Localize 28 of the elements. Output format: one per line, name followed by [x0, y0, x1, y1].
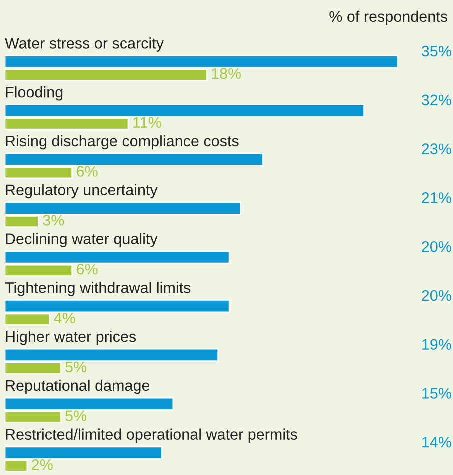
data-label: 11% — [134, 117, 162, 128]
data-label: 18% — [212, 68, 242, 80]
y-tick-label: Water stress or scarcity — [5, 38, 164, 52]
y-tick-label: Higher water prices — [6, 330, 136, 346]
data-label: 3% — [43, 215, 64, 226]
data-label: 21% — [422, 192, 452, 204]
data-label: 23% — [422, 144, 452, 154]
data-label: 20% — [422, 241, 452, 252]
data-label: 20% — [422, 290, 452, 302]
y-tick-label: Tightening withdrawal limits — [5, 282, 191, 296]
data-label: 19% — [422, 339, 452, 350]
y-tick-label: Regulatory uncertainty — [6, 184, 158, 199]
x-axis-title: % of respondents — [330, 10, 448, 26]
data-label: 14% — [422, 437, 452, 448]
data-label: 5% — [66, 410, 87, 422]
y-tick-label: Declining water quality — [6, 233, 158, 248]
data-label: 4% — [54, 312, 76, 324]
y-tick-label: Flooding — [6, 86, 63, 101]
data-label: 35% — [422, 46, 452, 57]
data-label: 32% — [422, 94, 452, 106]
data-label: 2% — [32, 459, 53, 470]
data-label: 6% — [77, 264, 98, 275]
data-label: 5% — [66, 362, 87, 373]
y-tick-label: Restricted/limited operational water permits — [6, 428, 298, 444]
y-tick-label: Rising discharge compliance costs — [6, 135, 239, 150]
data-label: 6% — [77, 166, 98, 177]
data-label: 15% — [422, 388, 452, 399]
y-tick-label: Reputational damage — [6, 380, 150, 394]
